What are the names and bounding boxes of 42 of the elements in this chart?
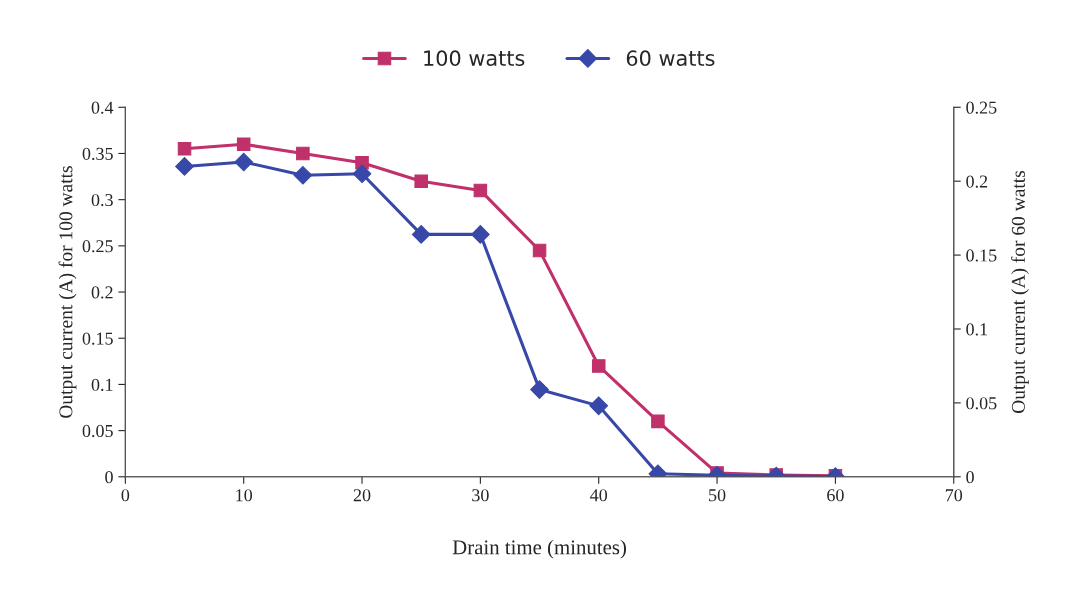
y2-tick-label: 0.1 (966, 323, 988, 336)
y-tick-label: 0.35 (82, 147, 113, 160)
legend-label: 100 watts (424, 50, 525, 67)
point (471, 225, 490, 244)
point (532, 243, 547, 258)
y2-tick-label: 0.25 (966, 101, 997, 114)
x-tick-label: 0 (121, 489, 130, 502)
point (293, 165, 313, 185)
point (591, 359, 606, 373)
point (175, 157, 194, 176)
y2-tick-label: 0 (966, 471, 974, 484)
y-axis-title: Output current (A) for 100 watts (58, 166, 77, 418)
y-tick-label: 0.1 (91, 378, 113, 391)
y-tick-label: 0.3 (91, 193, 113, 207)
point (473, 183, 488, 198)
y2-axis-title: Output current (A) for 60 watts (1011, 170, 1029, 414)
point (411, 225, 431, 244)
y2-tick-label: 0.2 (966, 175, 988, 188)
x-tick-label: 70 (945, 489, 963, 502)
point (352, 164, 372, 184)
x-axis-title: Drain time (minutes) (452, 539, 626, 559)
point (414, 174, 428, 188)
x-tick-label: 60 (827, 489, 844, 502)
y-tick-label: 0.25 (82, 240, 113, 253)
x-tick-label: 20 (353, 489, 371, 502)
x-tick-label: 30 (472, 489, 489, 502)
y2-tick-label: 0.05 (966, 397, 997, 410)
point (234, 152, 254, 172)
x-tick-label: 50 (709, 489, 726, 502)
x-tick-label: 40 (590, 489, 608, 502)
y-tick-label: 0 (105, 471, 113, 484)
y2-tick-label: 0.15 (966, 249, 997, 262)
x-tick-label: 10 (236, 489, 253, 502)
y-tick-label: 0.4 (91, 101, 114, 114)
point (296, 146, 310, 161)
point (177, 142, 192, 156)
point (236, 137, 251, 151)
y-tick-label: 0.05 (82, 424, 113, 438)
point (651, 414, 665, 429)
y-tick-label: 0.15 (82, 332, 113, 345)
y-tick-label: 0.2 (91, 286, 113, 299)
legend-label: 60 watts (626, 50, 715, 67)
